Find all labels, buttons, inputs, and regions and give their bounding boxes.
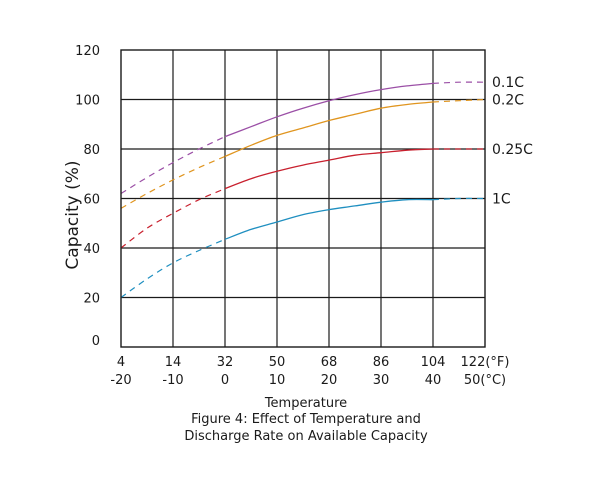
y-tick-60: 60 bbox=[83, 193, 100, 208]
x-tick-f-6: 104 bbox=[421, 355, 446, 370]
grid bbox=[121, 50, 485, 347]
figure-caption-line-1: Figure 4: Effect of Temperature and bbox=[191, 412, 421, 427]
y-tick-80: 80 bbox=[83, 143, 100, 158]
y-tick-20: 20 bbox=[83, 292, 100, 307]
series-label-0_25C: 0.25C bbox=[492, 142, 533, 158]
x-tick-f-7: 122(°F) bbox=[461, 355, 510, 370]
x-tick-c-4: 20 bbox=[321, 373, 338, 388]
y-tick-labels: 0 20 40 60 80 100 120 bbox=[75, 44, 100, 349]
series-label-0_2C: 0.2C bbox=[492, 93, 524, 109]
x-tick-c-0: -20 bbox=[110, 373, 131, 388]
x-tick-f-4: 68 bbox=[321, 355, 338, 370]
x-tick-f-3: 50 bbox=[269, 355, 286, 370]
plot-frame bbox=[120, 49, 486, 348]
series-1C-dashed-start bbox=[120, 238, 226, 298]
x-tick-c-7: 50(°C) bbox=[464, 373, 506, 388]
series-0_2C-dashed-start bbox=[120, 155, 226, 209]
y-tick-120: 120 bbox=[75, 44, 100, 59]
x-tick-c-3: 10 bbox=[269, 373, 286, 388]
series-1C-solid bbox=[224, 198, 434, 240]
x-tick-c-1: -10 bbox=[162, 373, 183, 388]
y-axis-label: Capacity (%) bbox=[63, 160, 83, 269]
series-0_1C-solid bbox=[224, 82, 434, 138]
x-tick-f-1: 14 bbox=[165, 355, 182, 370]
x-tick-f-5: 86 bbox=[373, 355, 390, 370]
y-tick-100: 100 bbox=[75, 94, 100, 109]
x-tick-f-0: 4 bbox=[117, 355, 125, 370]
figure-caption-line-2: Discharge Rate on Available Capacity bbox=[184, 429, 428, 444]
x-tick-c-6: 40 bbox=[425, 373, 442, 388]
x-axis-label: Temperature bbox=[264, 396, 347, 411]
series-0_2C-solid bbox=[224, 101, 434, 157]
x-tick-labels: 4 -20 14 -10 32 0 50 10 68 20 86 30 104 40 122(°F) 50(°… bbox=[110, 355, 509, 388]
x-tick-f-2: 32 bbox=[217, 355, 234, 370]
x-tick-c-2: 0 bbox=[221, 373, 229, 388]
series-0_1C-dashed-start bbox=[120, 136, 226, 195]
y-tick-0: 0 bbox=[92, 334, 100, 349]
x-tick-c-5: 30 bbox=[373, 373, 390, 388]
series-labels: 0.1C 0.2C 0.25C 1C bbox=[492, 75, 533, 207]
series-0_1C-dashed-end bbox=[432, 81, 486, 84]
series-0_2C-dashed-end bbox=[432, 98, 486, 103]
y-tick-40: 40 bbox=[83, 242, 100, 257]
series-label-1C: 1C bbox=[492, 192, 511, 208]
series-label-0_1C: 0.1C bbox=[492, 75, 524, 91]
series-1C-dashed-end bbox=[432, 197, 486, 201]
series-0_25C-solid bbox=[224, 148, 434, 190]
series-0_25C-dashed-start bbox=[120, 188, 226, 249]
plot-border bbox=[120, 49, 486, 348]
series-curves bbox=[120, 81, 486, 298]
